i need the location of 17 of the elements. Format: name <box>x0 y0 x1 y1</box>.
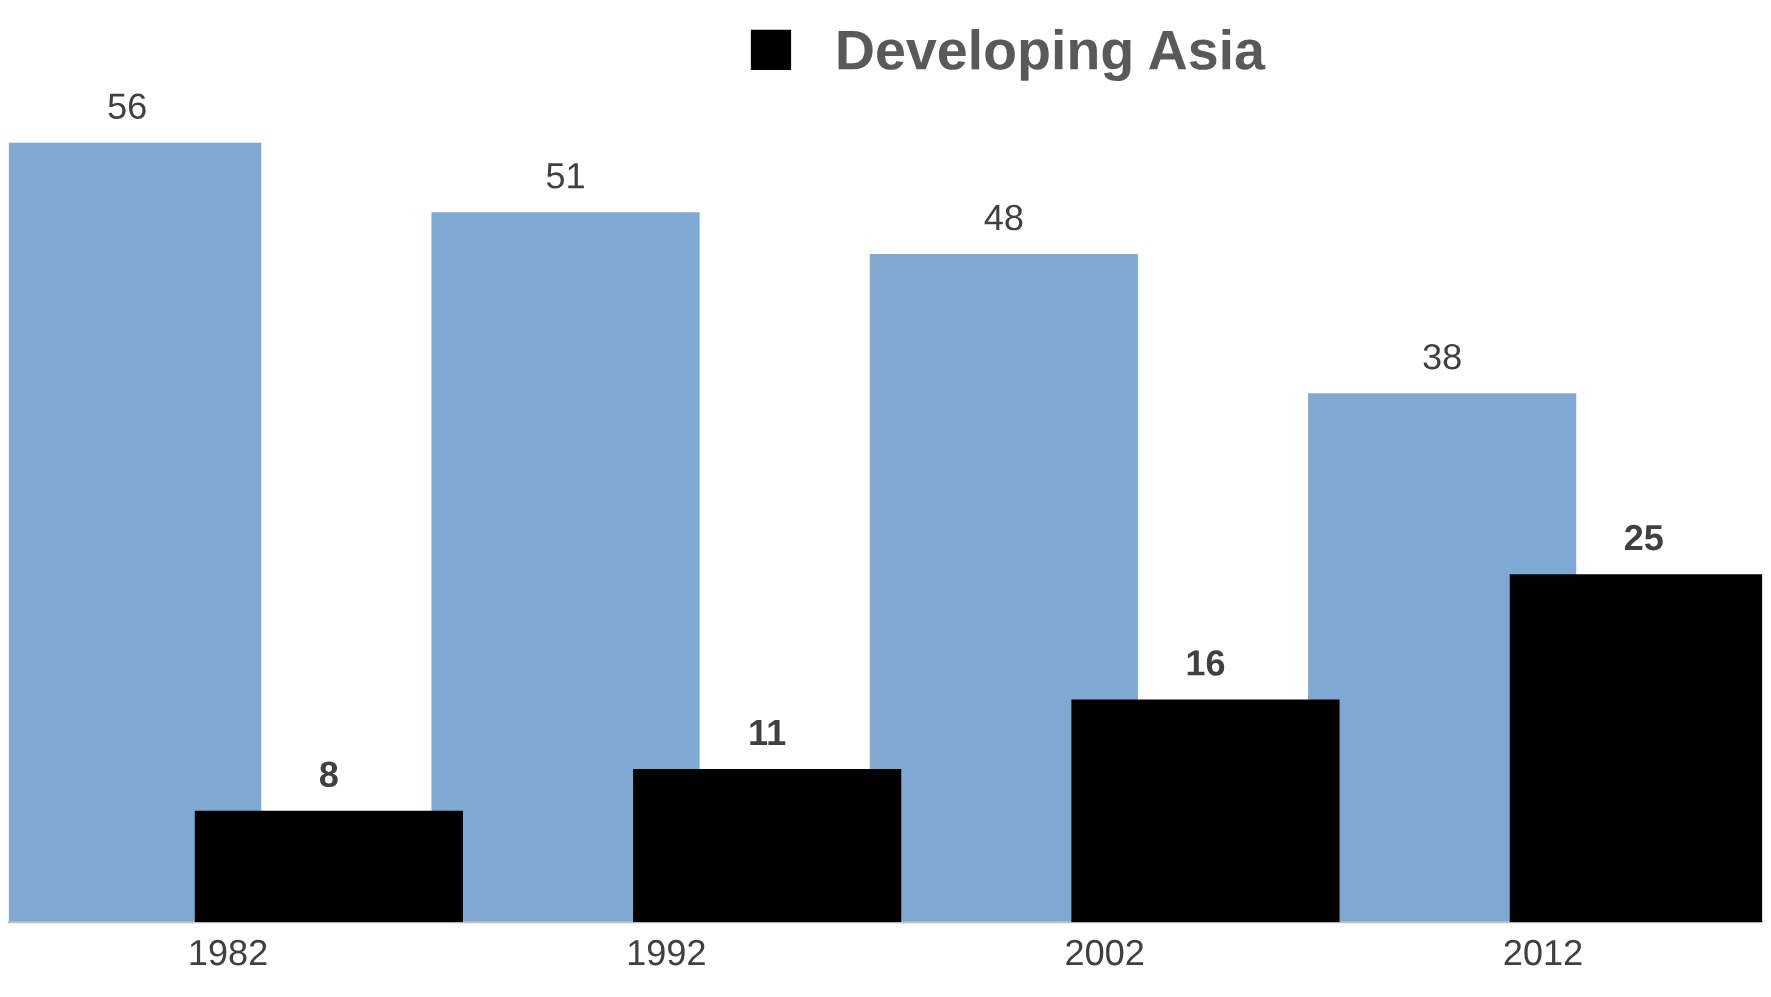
x-tick-label: 1982 <box>190 939 267 966</box>
bar <box>194 810 463 923</box>
data-label: 25 <box>1624 524 1663 551</box>
x-tick-label: 2012 <box>1504 939 1582 966</box>
data-label: 38 <box>1423 343 1461 370</box>
data-label: 48 <box>984 204 1023 231</box>
bar <box>633 769 902 923</box>
data-label: 16 <box>1187 650 1225 676</box>
data-label: 11 <box>750 720 786 745</box>
legend-label: Developing Asia <box>838 29 1266 82</box>
x-tick-label: 2002 <box>1066 939 1144 966</box>
x-tick-label: 1992 <box>628 939 705 966</box>
bar <box>1071 699 1340 923</box>
data-label: 51 <box>546 163 584 189</box>
data-label: 8 <box>319 761 338 788</box>
data-label: 56 <box>108 93 146 119</box>
bar <box>431 212 700 923</box>
